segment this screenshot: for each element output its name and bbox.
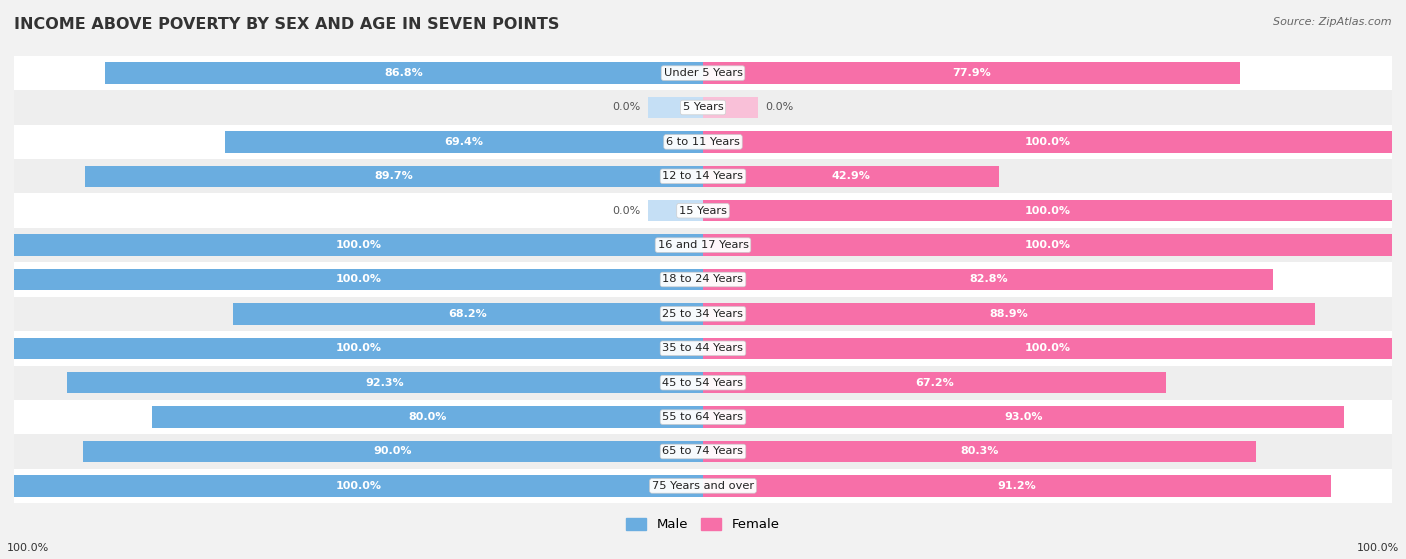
Text: 100.0%: 100.0% [336,481,381,491]
Bar [7,91,1399,125]
Bar [14,338,703,359]
Text: 67.2%: 67.2% [915,378,953,388]
Bar [7,56,1399,91]
Text: 75 Years and over: 75 Years and over [652,481,754,491]
Text: 92.3%: 92.3% [366,378,405,388]
Bar [703,234,1392,256]
Bar [703,269,1274,290]
Text: 77.9%: 77.9% [952,68,991,78]
Text: 100.0%: 100.0% [1025,206,1070,216]
Text: 15 Years: 15 Years [679,206,727,216]
Text: 0.0%: 0.0% [613,206,641,216]
Text: 100.0%: 100.0% [336,240,381,250]
Text: 68.2%: 68.2% [449,309,488,319]
Bar [703,372,1166,394]
Bar [703,97,758,118]
Text: 100.0%: 100.0% [1025,137,1070,147]
Bar [703,338,1392,359]
Text: 100.0%: 100.0% [336,274,381,285]
Text: 65 to 74 Years: 65 to 74 Years [662,447,744,457]
Legend: Male, Female: Male, Female [621,513,785,537]
Bar [703,131,1392,153]
Bar [7,262,1399,297]
Text: 90.0%: 90.0% [374,447,412,457]
Text: 35 to 44 Years: 35 to 44 Years [662,343,744,353]
Bar [703,475,1331,496]
Text: 100.0%: 100.0% [1357,543,1399,553]
Bar [7,125,1399,159]
Bar [7,468,1399,503]
Bar [7,297,1399,331]
Text: 82.8%: 82.8% [969,274,1008,285]
Bar [84,165,703,187]
Bar [7,331,1399,366]
Text: 100.0%: 100.0% [7,543,49,553]
Text: 69.4%: 69.4% [444,137,484,147]
Bar [648,97,703,118]
Bar [14,269,703,290]
Bar [105,63,703,84]
Text: 42.9%: 42.9% [831,171,870,181]
Bar [703,441,1256,462]
Bar [7,228,1399,262]
Bar [14,234,703,256]
Text: Under 5 Years: Under 5 Years [664,68,742,78]
Bar [703,303,1316,325]
Bar [7,193,1399,228]
Text: 80.3%: 80.3% [960,447,998,457]
Bar [703,200,1392,221]
Text: 0.0%: 0.0% [613,102,641,112]
Bar [648,200,703,221]
Bar [7,434,1399,468]
Bar [703,406,1344,428]
Bar [152,406,703,428]
Text: 18 to 24 Years: 18 to 24 Years [662,274,744,285]
Bar [67,372,703,394]
Text: 12 to 14 Years: 12 to 14 Years [662,171,744,181]
Bar [233,303,703,325]
Text: 100.0%: 100.0% [336,343,381,353]
Text: 0.0%: 0.0% [765,102,793,112]
Text: 91.2%: 91.2% [998,481,1036,491]
Text: 86.8%: 86.8% [385,68,423,78]
Text: 89.7%: 89.7% [374,171,413,181]
Bar [14,475,703,496]
Text: 6 to 11 Years: 6 to 11 Years [666,137,740,147]
Bar [7,159,1399,193]
Text: 5 Years: 5 Years [683,102,723,112]
Text: Source: ZipAtlas.com: Source: ZipAtlas.com [1274,17,1392,27]
Text: 100.0%: 100.0% [1025,240,1070,250]
Text: 88.9%: 88.9% [990,309,1029,319]
Text: 80.0%: 80.0% [408,412,447,422]
Text: 100.0%: 100.0% [1025,343,1070,353]
Text: 93.0%: 93.0% [1004,412,1043,422]
Bar [7,400,1399,434]
Text: 16 and 17 Years: 16 and 17 Years [658,240,748,250]
Bar [7,366,1399,400]
Bar [703,63,1240,84]
Text: INCOME ABOVE POVERTY BY SEX AND AGE IN SEVEN POINTS: INCOME ABOVE POVERTY BY SEX AND AGE IN S… [14,17,560,32]
Bar [703,165,998,187]
Bar [225,131,703,153]
Text: 45 to 54 Years: 45 to 54 Years [662,378,744,388]
Text: 25 to 34 Years: 25 to 34 Years [662,309,744,319]
Bar [83,441,703,462]
Text: 55 to 64 Years: 55 to 64 Years [662,412,744,422]
